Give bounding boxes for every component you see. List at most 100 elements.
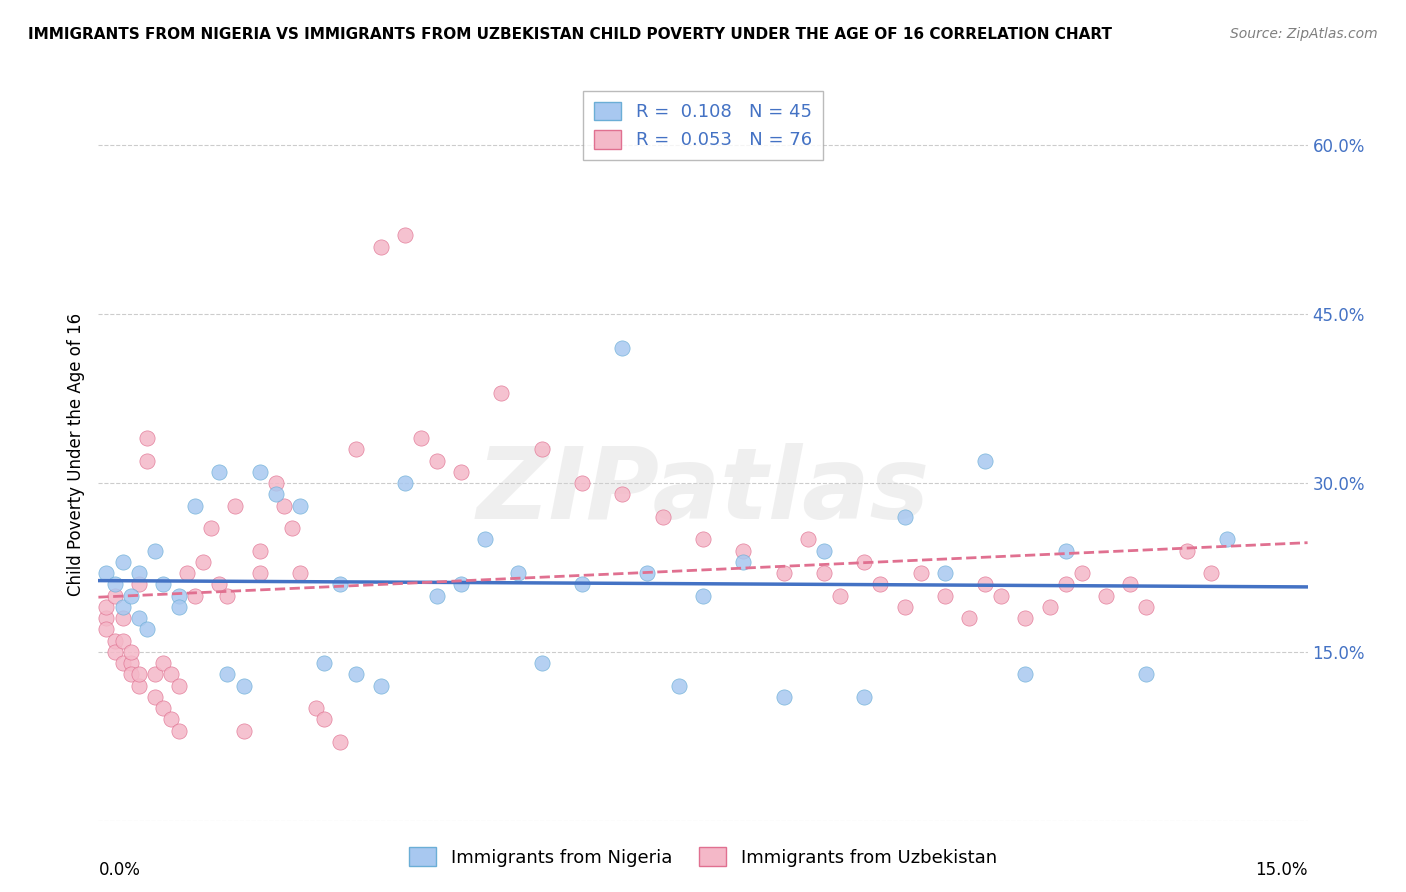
Point xyxy=(1014,667,1036,681)
Point xyxy=(96,623,118,637)
Point xyxy=(772,690,794,704)
Point xyxy=(813,543,835,558)
Point xyxy=(1135,667,1157,681)
Point xyxy=(167,589,190,603)
Text: IMMIGRANTS FROM NIGERIA VS IMMIGRANTS FROM UZBEKISTAN CHILD POVERTY UNDER THE AG: IMMIGRANTS FROM NIGERIA VS IMMIGRANTS FR… xyxy=(28,27,1112,42)
Point xyxy=(111,599,134,614)
Point xyxy=(772,566,794,580)
Y-axis label: Child Poverty Under the Age of 16: Child Poverty Under the Age of 16 xyxy=(66,313,84,597)
Point xyxy=(1199,566,1222,580)
Point xyxy=(934,566,956,580)
Point xyxy=(167,599,190,614)
Point xyxy=(176,566,198,580)
Point xyxy=(329,577,352,591)
Point xyxy=(1216,533,1239,547)
Point xyxy=(184,589,207,603)
Point xyxy=(120,645,142,659)
Point xyxy=(264,476,287,491)
Point xyxy=(1119,577,1142,591)
Point xyxy=(273,499,295,513)
Point xyxy=(167,723,190,738)
Point xyxy=(135,623,157,637)
Point xyxy=(329,735,352,749)
Point xyxy=(828,589,851,603)
Point xyxy=(571,577,593,591)
Point xyxy=(450,465,472,479)
Point xyxy=(217,589,239,603)
Point xyxy=(530,442,553,457)
Point xyxy=(314,656,336,670)
Point xyxy=(135,453,157,467)
Point xyxy=(152,701,174,715)
Point xyxy=(450,577,472,591)
Point xyxy=(990,589,1012,603)
Point xyxy=(249,465,271,479)
Point xyxy=(974,577,997,591)
Point xyxy=(957,611,980,625)
Point xyxy=(143,690,166,704)
Point xyxy=(111,555,134,569)
Point xyxy=(474,533,496,547)
Point xyxy=(208,577,231,591)
Point xyxy=(813,566,835,580)
Point xyxy=(128,577,150,591)
Legend: R =  0.108   N = 45, R =  0.053   N = 76: R = 0.108 N = 45, R = 0.053 N = 76 xyxy=(583,91,823,161)
Text: ZIPatlas: ZIPatlas xyxy=(477,443,929,540)
Point xyxy=(733,555,755,569)
Point xyxy=(893,599,915,614)
Point xyxy=(184,499,207,513)
Point xyxy=(668,679,690,693)
Point xyxy=(103,645,125,659)
Point xyxy=(394,476,416,491)
Point xyxy=(128,667,150,681)
Point xyxy=(853,690,876,704)
Point xyxy=(370,679,392,693)
Point xyxy=(217,667,239,681)
Point xyxy=(1070,566,1092,580)
Point xyxy=(530,656,553,670)
Point xyxy=(974,453,997,467)
Point xyxy=(1054,543,1077,558)
Point xyxy=(152,577,174,591)
Point xyxy=(208,465,231,479)
Point xyxy=(314,712,336,726)
Point xyxy=(612,341,634,355)
Legend: Immigrants from Nigeria, Immigrants from Uzbekistan: Immigrants from Nigeria, Immigrants from… xyxy=(402,840,1004,874)
Point xyxy=(426,453,449,467)
Point xyxy=(344,442,367,457)
Point xyxy=(1175,543,1198,558)
Point xyxy=(120,589,142,603)
Point xyxy=(103,577,125,591)
Point xyxy=(409,431,432,445)
Point xyxy=(135,431,157,445)
Text: 15.0%: 15.0% xyxy=(1256,861,1308,879)
Point xyxy=(636,566,658,580)
Point xyxy=(111,633,134,648)
Point xyxy=(111,656,134,670)
Point xyxy=(370,240,392,254)
Point xyxy=(692,533,714,547)
Point xyxy=(1039,599,1062,614)
Point xyxy=(96,566,118,580)
Point xyxy=(394,228,416,243)
Point xyxy=(281,521,304,535)
Point xyxy=(910,566,932,580)
Point xyxy=(288,566,311,580)
Point xyxy=(167,679,190,693)
Point xyxy=(651,509,673,524)
Point xyxy=(1095,589,1118,603)
Point xyxy=(128,679,150,693)
Point xyxy=(249,543,271,558)
Point xyxy=(120,667,142,681)
Point xyxy=(96,611,118,625)
Point xyxy=(200,521,222,535)
Point xyxy=(1054,577,1077,591)
Point xyxy=(426,589,449,603)
Point xyxy=(1014,611,1036,625)
Point xyxy=(344,667,367,681)
Point xyxy=(143,543,166,558)
Point xyxy=(96,599,118,614)
Point xyxy=(249,566,271,580)
Point xyxy=(733,543,755,558)
Point xyxy=(111,611,134,625)
